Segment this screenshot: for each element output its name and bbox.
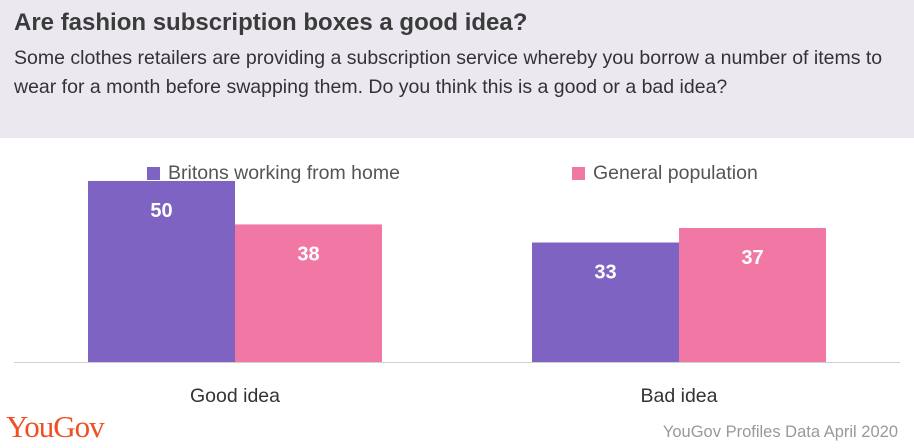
legend-swatch-series-1 [147,166,160,180]
bar-bad-idea-britons-working-from-home [532,242,679,362]
data-label-bad-idea-general-population: 37 [741,247,763,269]
data-label-good-idea-britons-working-from-home: 50 [150,200,172,222]
x-tick-label-bad-idea: Bad idea [641,385,718,407]
legend-label-series-1: Britons working from home [168,161,400,184]
bar-good-idea-britons-working-from-home [88,180,235,362]
legend-item-series-2: General population [572,160,758,186]
bar-good-idea-general-population [235,224,382,362]
legend-item-series-1: Britons working from home [147,160,400,186]
legend-label-series-2: General population [593,161,758,184]
header-panel [0,0,914,138]
chart-subtitle: Some clothes retailers are providing a s… [14,47,883,98]
source-note: YouGov Profiles Data April 2020 [662,423,898,441]
legend-swatch-series-2 [572,166,585,180]
chart-title: Are fashion subscription boxes a good id… [14,9,528,36]
yougov-logo: YouGov [6,409,105,444]
bar-bad-idea-general-population [679,228,826,362]
x-tick-label-good-idea: Good idea [190,385,280,407]
data-label-good-idea-general-population: 38 [297,243,319,265]
data-label-bad-idea-britons-working-from-home: 33 [594,262,616,284]
